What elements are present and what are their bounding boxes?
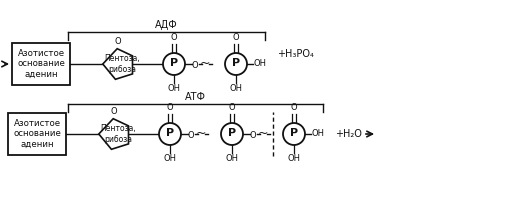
- Circle shape: [159, 123, 181, 145]
- Text: О: О: [167, 103, 173, 112]
- Text: О: О: [192, 60, 198, 70]
- Text: ОН: ОН: [229, 84, 243, 93]
- Text: ОН: ОН: [312, 130, 325, 138]
- Text: О: О: [233, 33, 240, 42]
- Text: О: О: [250, 131, 257, 139]
- Text: Пентоза,
рибоза: Пентоза, рибоза: [100, 124, 136, 144]
- Text: Пентоза,
рибоза: Пентоза, рибоза: [104, 54, 140, 74]
- Text: ОН: ОН: [163, 154, 176, 163]
- Text: Р: Р: [228, 128, 236, 138]
- Text: О: О: [171, 33, 178, 42]
- Text: ОН: ОН: [225, 154, 238, 163]
- Text: +Н₂О: +Н₂О: [335, 129, 362, 139]
- Circle shape: [163, 53, 185, 75]
- Text: О: О: [111, 107, 117, 116]
- Text: О: О: [228, 103, 235, 112]
- Text: Р: Р: [290, 128, 298, 138]
- Text: ОН: ОН: [167, 84, 181, 93]
- Polygon shape: [103, 49, 132, 79]
- Text: Азотистое
основание
аденин: Азотистое основание аденин: [17, 49, 65, 79]
- Text: Р: Р: [170, 59, 178, 68]
- Text: О: О: [114, 37, 121, 46]
- Text: О: О: [188, 131, 195, 139]
- Text: ~: ~: [196, 127, 206, 139]
- Circle shape: [225, 53, 247, 75]
- Text: Р: Р: [166, 128, 174, 138]
- FancyBboxPatch shape: [8, 113, 66, 155]
- Text: ~: ~: [200, 57, 210, 70]
- Text: АДФ: АДФ: [155, 20, 178, 30]
- Polygon shape: [99, 119, 128, 149]
- Text: АТФ: АТФ: [185, 92, 206, 102]
- Text: Р: Р: [232, 59, 240, 68]
- Text: Азотистое
основание
аденин: Азотистое основание аденин: [13, 119, 61, 149]
- Text: +Н₃РО₄: +Н₃РО₄: [277, 49, 314, 59]
- FancyBboxPatch shape: [12, 43, 70, 85]
- Text: ОН: ОН: [254, 60, 267, 68]
- Text: О: О: [290, 103, 297, 112]
- Text: ~: ~: [258, 127, 268, 139]
- Circle shape: [283, 123, 305, 145]
- Circle shape: [221, 123, 243, 145]
- Text: ОН: ОН: [287, 154, 301, 163]
